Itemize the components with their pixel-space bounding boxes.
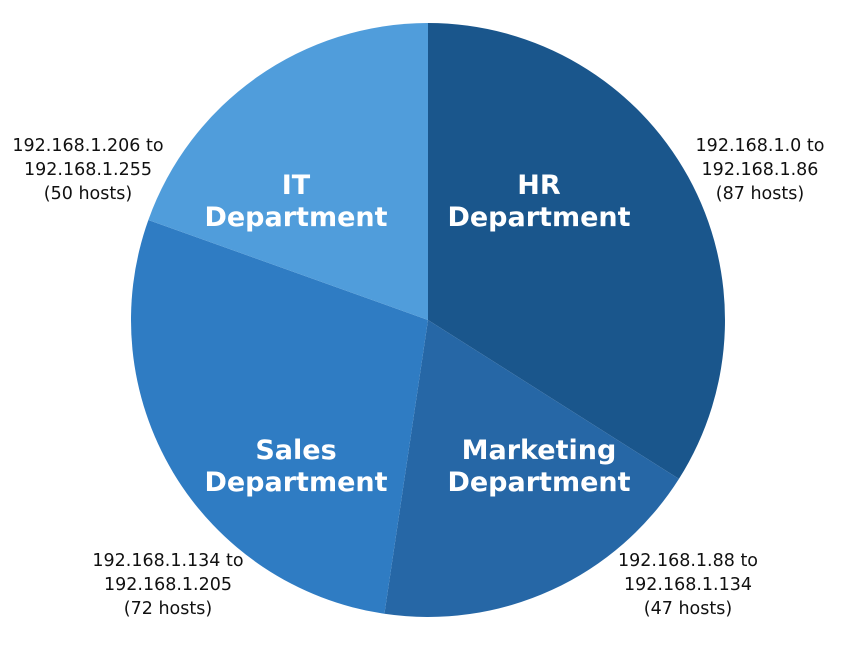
range-label-it-department-line-3: (50 hosts)	[44, 184, 132, 204]
range-label-hr-department-line-2: 192.168.1.86	[702, 160, 819, 180]
range-label-sales-department-line-2: 192.168.1.205	[104, 575, 232, 595]
range-label-marketing-department-line-1: 192.168.1.88 to	[618, 551, 758, 571]
slice-label-hr-department-line-2: Department	[447, 202, 630, 233]
slice-label-marketing-department-line-1: Marketing	[462, 435, 617, 466]
slice-label-sales-department-line-2: Department	[204, 467, 387, 498]
slice-label-hr-department-line-1: HR	[517, 170, 561, 201]
pie-slice-it-department	[148, 23, 429, 320]
department-labels-layer: HRDepartmentMarketingDepartmentSalesDepa…	[204, 170, 630, 498]
slice-label-marketing-department-line-2: Department	[447, 467, 630, 498]
range-label-marketing-department-line-3: (47 hosts)	[644, 599, 732, 619]
slice-label-it-department-line-2: Department	[204, 202, 387, 233]
pie-slice-hr-department	[428, 23, 725, 479]
slices-layer	[130, 23, 725, 618]
range-label-hr-department-line-3: (87 hosts)	[716, 184, 804, 204]
slice-label-sales-department-line-1: Sales	[255, 435, 336, 466]
pie-slice-marketing-department	[384, 320, 679, 618]
slice-label-it-department-line-1: IT	[282, 170, 311, 201]
range-label-sales-department-line-3: (72 hosts)	[124, 599, 212, 619]
range-label-it-department-line-1: 192.168.1.206 to	[12, 136, 163, 156]
range-label-marketing-department-line-2: 192.168.1.134	[624, 575, 752, 595]
range-label-hr-department-line-1: 192.168.1.0 to	[696, 136, 825, 156]
pie-slice-sales-department	[130, 219, 429, 614]
range-label-sales-department-line-1: 192.168.1.134 to	[92, 551, 243, 571]
range-label-it-department-line-2: 192.168.1.255	[24, 160, 152, 180]
range-labels-layer: 192.168.1.0 to 192.168.1.86 (87 hosts) 192.…	[12, 136, 824, 619]
